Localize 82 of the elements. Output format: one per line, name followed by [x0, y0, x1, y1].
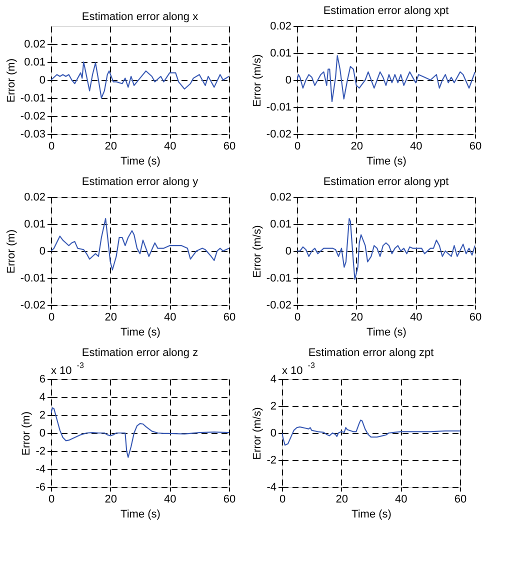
y-axis-title: Error (m): [5, 58, 18, 102]
x-tick-label: 60: [223, 494, 236, 506]
x-tick-label: 20: [104, 312, 117, 324]
line-series: [51, 61, 229, 99]
y-tick-label: 0: [39, 428, 46, 440]
y-axis-title: Error (m): [20, 412, 33, 456]
x-tick-label: 20: [350, 140, 363, 152]
y-tick-label: -0.03: [20, 128, 46, 140]
chart-title: Estimation error along z: [82, 347, 198, 359]
y-axis-title: Error (m/s): [251, 54, 264, 107]
x-axis-title: Time (s): [120, 508, 160, 520]
y-tick-label: 0.02: [24, 38, 46, 50]
y-tick-label: 0.02: [24, 192, 46, 204]
y-axis-title: Error (m/s): [252, 407, 264, 460]
x-tick-label: 40: [395, 494, 408, 506]
x-tick-label: 20: [104, 140, 117, 152]
y-tick-label: -0.01: [266, 102, 292, 114]
x-axis-title: Time (s): [352, 508, 392, 520]
y-tick-label: 0: [270, 428, 276, 440]
y-tick-label: -0.02: [20, 110, 46, 122]
y-tick-label: -2: [266, 454, 276, 466]
line-series: [282, 420, 460, 446]
y-tick-label: 2: [39, 410, 46, 422]
x-tick-label: 40: [164, 312, 176, 324]
y-tick-label: 0.02: [270, 20, 292, 32]
x-tick-label: 60: [454, 494, 467, 506]
line-series: [297, 55, 475, 102]
x-tick-label: 40: [164, 494, 176, 506]
text: x 10-3: [282, 361, 316, 377]
y-tick-label: -0.02: [266, 300, 292, 312]
y-tick-label: 6: [39, 374, 46, 386]
x-tick-label: 60: [223, 140, 236, 152]
y-tick-label: 0.01: [270, 218, 292, 230]
y-tick-label: 4: [270, 374, 276, 386]
y-tick-label: 4: [39, 392, 46, 404]
y-tick-label: -0.02: [266, 128, 292, 140]
x-tick-label: 60: [469, 140, 482, 152]
x-tick-label: 0: [48, 494, 55, 506]
y-tick-label: -0.01: [20, 272, 46, 284]
x-tick-label: 0: [294, 140, 301, 152]
x-tick-label: 40: [410, 312, 422, 324]
x-tick-label: 0: [294, 312, 301, 324]
y-tick-label: -6: [36, 482, 46, 494]
y-tick-label: 0: [285, 74, 292, 86]
chart-title: Estimation error along x: [82, 11, 199, 23]
line-series: [297, 218, 475, 280]
y-tick-label: 0: [39, 246, 46, 258]
y-tick-label: 0.01: [24, 56, 46, 68]
x-tick-label: 20: [350, 312, 363, 324]
y-tick-label: -4: [266, 482, 276, 494]
y-tick-label: -4: [36, 464, 46, 476]
y-tick-label: -0.01: [20, 92, 46, 104]
y-tick-label: -0.01: [266, 272, 292, 284]
x-tick-label: 60: [223, 312, 236, 324]
x-axis-title: Time (s): [120, 156, 160, 168]
x-tick-label: 40: [164, 140, 176, 152]
x-axis-title: Time (s): [366, 326, 406, 338]
y-tick-label: -0.02: [20, 300, 46, 312]
line-series: [51, 218, 229, 270]
y-tick-label: 0: [285, 246, 292, 258]
chart-title: Estimation error along xpt: [323, 5, 449, 17]
x-tick-label: 0: [48, 312, 55, 324]
text: x 10-3: [51, 361, 84, 377]
chart-title: Estimation error along ypt: [323, 176, 449, 188]
chart-title: Estimation error along zpt: [308, 347, 434, 359]
y-axis-title: Error (m/s): [251, 225, 264, 278]
x-axis-title: Time (s): [366, 156, 406, 168]
y-tick-label: 0.01: [24, 218, 46, 230]
x-axis-title: Time (s): [120, 326, 160, 338]
y-tick-label: 0.02: [270, 192, 292, 204]
x-tick-label: 0: [48, 140, 55, 152]
line-series: [51, 407, 229, 458]
y-axis-title: Error (m): [5, 230, 18, 274]
x-tick-label: 20: [104, 494, 117, 506]
x-tick-label: 20: [336, 494, 348, 506]
x-tick-label: 60: [469, 312, 482, 324]
y-tick-label: 0.01: [270, 48, 292, 60]
y-tick-label: 0: [39, 74, 46, 86]
x-tick-label: 40: [410, 140, 422, 152]
chart-title: Estimation error along y: [82, 176, 199, 188]
y-tick-label: -2: [36, 446, 46, 458]
y-tick-label: 2: [270, 400, 276, 412]
